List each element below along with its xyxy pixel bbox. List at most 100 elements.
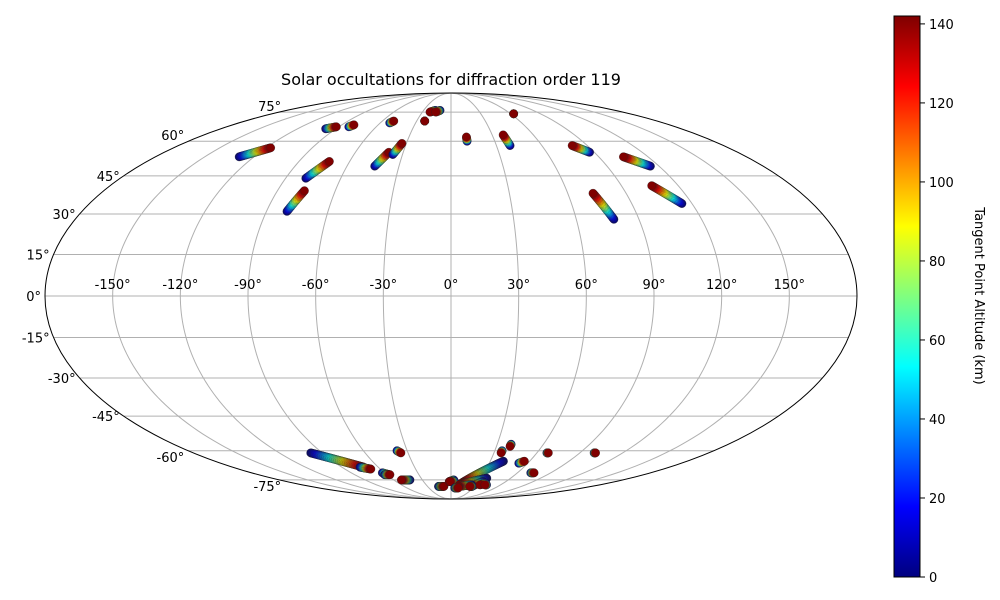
longitude-tick-label: -150° [95, 278, 131, 293]
latitude-tick-label: 30° [53, 208, 76, 223]
occultation-track [450, 483, 463, 493]
longitude-tick-label: 120° [706, 278, 737, 293]
latitude-tick-label: 45° [97, 170, 120, 185]
occultation-point [543, 448, 553, 458]
longitude-gridline [179, 93, 452, 499]
longitude-gridline [112, 93, 452, 499]
occultation-point [529, 468, 539, 478]
colorbar-tick-label: 20 [929, 492, 946, 507]
longitude-tick-label: 150° [774, 278, 805, 293]
occultation-track [589, 448, 600, 458]
longitude-tick-label: 0° [444, 278, 459, 293]
occultation-track [397, 475, 415, 485]
occultation-track [462, 132, 472, 146]
occultation-point [505, 442, 515, 451]
map-boundary [44, 92, 858, 500]
occultation-track [420, 116, 430, 126]
occultation-point [647, 181, 657, 191]
occultation-track [480, 480, 491, 490]
colorbar-tick-label: 80 [929, 255, 946, 270]
occultation-point [385, 470, 395, 480]
occultation-track [514, 456, 529, 468]
latitude-tick-label: 0° [26, 290, 41, 305]
occultation-point [509, 109, 519, 119]
occultation-track [388, 139, 407, 159]
latitude-tick-label: -45° [92, 410, 120, 425]
latitude-tick-label: 60° [161, 129, 184, 144]
latitude-tick-label: 15° [27, 248, 50, 263]
occultation-point [397, 139, 407, 148]
occultation-point [266, 143, 276, 153]
occultation-point [300, 186, 309, 196]
occultation-point [431, 107, 441, 117]
occultation-point [465, 482, 475, 491]
occultation-marks [234, 106, 687, 493]
occultation-point [496, 448, 506, 458]
longitude-gridline [450, 93, 655, 499]
longitude-tick-labels: -150° -120° -90° -60° -30° 0° 30° 60° 90° 120° 150… [95, 278, 805, 293]
occultation-track [301, 157, 334, 183]
colorbar-tick-label: 40 [929, 413, 946, 428]
occultation-point [520, 456, 529, 466]
longitude-gridline [450, 93, 520, 499]
occultation-point [498, 130, 508, 140]
latitude-tick-label: -30° [48, 372, 76, 387]
latitude-tick-label: -15° [22, 332, 50, 347]
longitude-tick-label: 60° [575, 278, 598, 293]
longitude-tick-label: -90° [234, 278, 262, 293]
colorbar-tick-label: 100 [929, 176, 954, 191]
occultation-point [453, 483, 463, 493]
occultation-point [567, 141, 577, 150]
longitude-gridline [382, 93, 452, 499]
colorbar-tick-label: 0 [929, 571, 937, 586]
occultation-track [526, 468, 539, 478]
colorbar-ticks: 0 20 40 60 80 100 120 140 [920, 18, 954, 586]
occultation-track [498, 130, 515, 150]
latitude-tick-label: -75° [253, 480, 281, 495]
colorbar: 0 20 40 60 80 100 120 140 Tangent Point Altitud… [893, 15, 986, 586]
longitude-tick-label: -120° [162, 278, 198, 293]
colorbar-tick-label: 120 [929, 97, 954, 112]
longitude-gridline [450, 93, 723, 499]
occultation-track [509, 109, 519, 119]
occultation-track [392, 446, 406, 458]
occultation-track [282, 186, 309, 216]
occultation-point [349, 120, 359, 130]
occultation-track [234, 143, 276, 162]
longitude-tick-label: 90° [642, 278, 665, 293]
colorbar-gradient [893, 15, 921, 578]
colorbar-label: Tangent Point Altitude (km) [971, 206, 986, 384]
occultation-point [588, 188, 598, 198]
longitude-tick-label: 30° [507, 278, 530, 293]
occultation-track [619, 152, 655, 171]
occultation-track [434, 482, 449, 491]
colorbar-tick-label: 60 [929, 334, 946, 349]
chart-title: Solar occultations for diffraction order… [281, 70, 621, 89]
occultation-point [420, 116, 430, 126]
occultation-point [366, 464, 376, 474]
latitude-tick-labels: 75° 60° 45° 30° 15° 0° -15° -30° -45° -60° -75° [22, 100, 281, 495]
occultation-track [321, 122, 341, 134]
colorbar-tick-label: 140 [929, 18, 954, 33]
occultation-point [480, 480, 490, 490]
occultation-track [567, 141, 594, 157]
longitude-gridline [450, 93, 790, 499]
latitude-tick-label: -60° [157, 451, 185, 466]
occultation-point [331, 122, 341, 132]
occultation-track [355, 462, 376, 474]
occultation-point [396, 448, 406, 458]
occultation-point [445, 477, 455, 486]
longitude-tick-label: -60° [302, 278, 330, 293]
occultation-point [462, 132, 471, 142]
occultation-track [380, 470, 395, 480]
occultation-track [647, 181, 687, 208]
latitude-tick-label: 75° [258, 100, 281, 115]
occultation-track [344, 120, 359, 132]
occultation-track [505, 439, 516, 451]
occultation-point [397, 475, 406, 485]
occultation-point [591, 448, 600, 458]
longitude-gridline [315, 93, 452, 499]
graticule [45, 93, 857, 499]
occultation-track [496, 446, 507, 458]
